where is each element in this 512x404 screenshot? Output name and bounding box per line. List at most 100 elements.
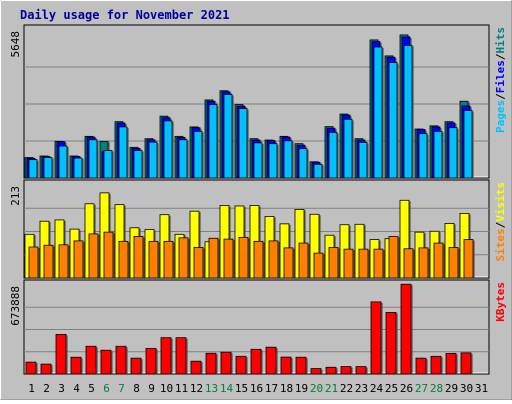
bar-pages-day-10-shade <box>172 121 174 178</box>
x-tick-label: 10 <box>160 382 173 395</box>
bar-kbytes-day-8-shade <box>141 359 143 374</box>
bar-pages-day-28-shade <box>442 132 444 178</box>
bar-pages-day-6-shade <box>112 151 114 178</box>
x-tick-label: 18 <box>280 382 293 395</box>
bar-kbytes-day-18-shade <box>291 358 293 374</box>
bar-sites-day-2 <box>43 244 54 279</box>
bar-pages-day-17 <box>268 143 278 179</box>
bar-sites-day-8-shade <box>143 237 145 278</box>
bar-pages-day-15-shade <box>247 109 249 178</box>
bar-sites-day-17 <box>268 240 279 279</box>
bar-pages-day-23 <box>358 141 368 179</box>
bar-kbytes-day-25-shade <box>396 313 398 374</box>
legend-separator: / <box>494 53 507 60</box>
bar-pages-day-22 <box>343 118 353 179</box>
bar-pages-day-25-shade <box>397 63 399 179</box>
x-tick-label: 13 <box>205 382 218 395</box>
bar-pages-day-19-shade <box>307 149 309 178</box>
bar-kbytes-day-13-shade <box>216 354 218 374</box>
x-tick-label: 16 <box>250 382 263 395</box>
y-max-label-kbytes: 673888 <box>9 286 22 326</box>
bar-visits-day-12-shade <box>199 212 201 278</box>
bar-kbytes-day-26-shade <box>411 285 413 374</box>
bar-pages-day-7 <box>118 126 128 179</box>
bar-pages-day-2-shade <box>52 158 54 178</box>
bar-kbytes-day-7 <box>115 345 127 375</box>
bar-pages-day-13-shade <box>217 105 219 178</box>
bar-kbytes-day-19 <box>295 356 307 375</box>
bar-sites-day-14-shade <box>233 240 235 278</box>
x-tick-label: 3 <box>58 382 65 395</box>
bar-kbytes-day-12 <box>190 360 202 375</box>
bar-sites-day-15-shade <box>248 238 250 278</box>
bar-visits-day-20-shade <box>319 215 321 278</box>
bar-kbytes-day-13 <box>205 352 217 375</box>
bar-sites-day-5-shade <box>98 234 100 278</box>
bar-sites-day-6-shade <box>113 233 115 278</box>
bar-pages-day-21-shade <box>337 133 339 178</box>
bar-pages-day-12 <box>193 130 203 179</box>
bar-pages-day-16 <box>253 142 263 179</box>
bar-kbytes-day-14 <box>220 351 232 375</box>
bar-pages-day-20-shade <box>322 165 324 178</box>
bar-kbytes-day-30 <box>460 352 472 375</box>
bar-pages-day-9-shade <box>157 143 159 178</box>
series-pages <box>28 45 474 179</box>
bar-kbytes-day-9-shade <box>156 349 158 374</box>
x-tick-label: 5 <box>88 382 95 395</box>
bar-pages-day-10 <box>163 120 173 179</box>
bar-kbytes-day-6-shade <box>111 351 113 374</box>
bar-pages-day-8-shade <box>142 151 144 178</box>
bar-kbytes-day-30-shade <box>471 353 473 374</box>
bar-pages-day-6 <box>103 150 113 179</box>
x-tick-label: 28 <box>430 382 443 395</box>
bar-sites-day-25-shade <box>398 237 400 278</box>
bar-kbytes-day-1-shade <box>36 363 38 374</box>
bar-sites-day-19 <box>298 242 309 279</box>
x-tick-label: 4 <box>73 382 80 395</box>
bar-kbytes-day-11 <box>175 337 187 375</box>
x-tick-label: 20 <box>310 382 323 395</box>
panel-kbytes: 673888 KBytes <box>9 279 507 375</box>
bar-pages-day-24-shade <box>382 47 384 179</box>
bar-kbytes-day-5 <box>85 345 97 375</box>
bar-sites-day-24 <box>373 248 384 279</box>
bar-pages-day-9 <box>148 141 158 179</box>
bar-sites-day-8 <box>133 236 144 279</box>
bar-sites-day-20 <box>313 252 324 279</box>
bar-pages-day-1-shade <box>37 160 39 178</box>
bar-sites-day-12 <box>193 247 204 279</box>
x-tick-label: 29 <box>445 382 458 395</box>
bar-pages-day-18 <box>283 140 293 179</box>
bar-kbytes-day-22-shade <box>351 367 353 374</box>
bar-sites-day-22-shade <box>353 250 355 278</box>
x-tick-label: 19 <box>295 382 308 395</box>
x-tick-label: 17 <box>265 382 278 395</box>
x-tick-label: 30 <box>460 382 473 395</box>
bar-sites-day-10-shade <box>173 242 175 278</box>
legend-item-pages: Pages <box>494 100 507 133</box>
bar-pages-day-20 <box>313 163 323 179</box>
bar-kbytes-day-29-shade <box>456 354 458 374</box>
bar-sites-day-4-shade <box>83 241 85 278</box>
bar-sites-day-29 <box>448 247 459 279</box>
bar-kbytes-day-22 <box>340 366 352 375</box>
bar-sites-day-2-shade <box>53 246 55 278</box>
bar-kbytes-day-21 <box>325 366 337 375</box>
bar-pages-day-14-shade <box>232 95 234 178</box>
bar-kbytes-day-10 <box>160 337 172 375</box>
bar-sites-day-15 <box>238 236 249 279</box>
bar-pages-day-15 <box>238 108 248 179</box>
bar-pages-day-13 <box>208 104 218 179</box>
bar-sites-day-1-shade <box>38 248 40 278</box>
bar-pages-day-3 <box>58 145 68 179</box>
bar-sites-day-28 <box>433 242 444 279</box>
x-tick-label: 2 <box>43 382 50 395</box>
x-tick-label: 25 <box>385 382 398 395</box>
bar-kbytes-day-17-shade <box>276 348 278 374</box>
x-tick-label: 21 <box>325 382 338 395</box>
bar-pages-day-17-shade <box>277 144 279 178</box>
bar-kbytes-day-27 <box>415 357 427 375</box>
bar-sites-day-27-shade <box>428 248 430 278</box>
